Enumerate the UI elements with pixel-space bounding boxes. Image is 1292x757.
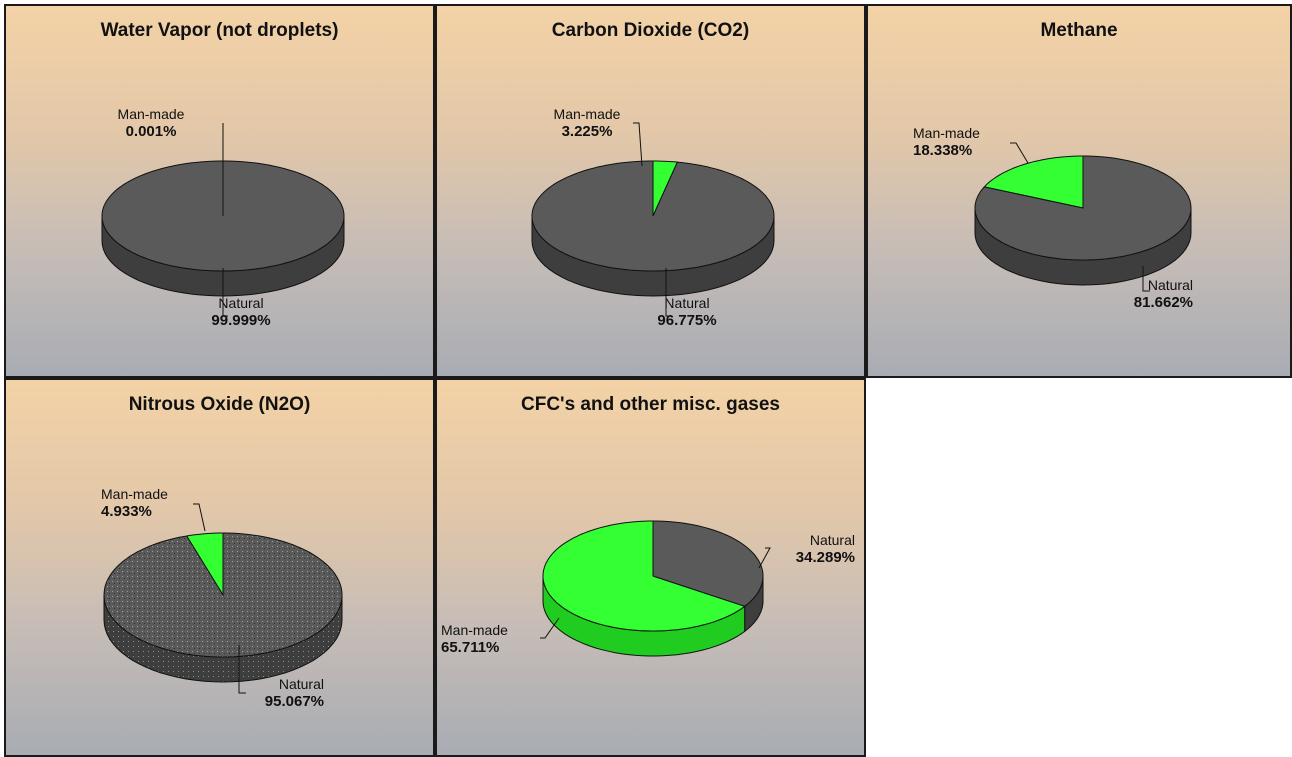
chart-title: Nitrous Oxide (N2O) [128,394,311,415]
slice-label: Natural [810,532,855,548]
slice-value-label: 3.225% [562,123,613,140]
chart-title: Carbon Dioxide (CO2) [551,20,750,41]
pie-slice-man-made [542,520,746,632]
slice-value-label: 18.338% [913,142,972,159]
slice-value-label: 65.711% [441,639,499,656]
slice-label: Natural [1148,277,1193,293]
leader-line [222,268,228,317]
pie-slice-natural [974,155,1192,261]
leader-line [1010,142,1029,164]
chart-panel-methane: Methane Man-made 18.338% Natural 81.662% [866,4,1292,378]
pie-slice-man-made [983,155,1084,209]
leader-line [665,268,671,317]
pie-slice-natural [103,532,343,658]
slice-label: Man-made [913,125,980,141]
chart-title: Methane [1040,20,1118,41]
slice-label: Natural [218,295,263,311]
slice-label: Man-made [441,622,508,638]
slice-label: Man-made [101,486,168,502]
slice-label: Man-made [118,106,185,122]
slice-value-label: 34.289% [796,549,855,566]
chart-panel-nitrous-oxide: Nitrous Oxide (N2O) Man-made 4.933% Natura… [4,378,435,757]
slice-value-label: 96.775% [657,312,716,329]
leader-line [758,547,771,569]
slice-label: Natural [279,676,324,692]
slice-value-label: 99.999% [211,312,270,329]
slice-value-label: 95.067% [265,693,324,710]
pie-slice-natural [531,160,775,272]
chart-panel-carbon-dioxide: Carbon Dioxide (CO2) Man-made 3.225% Natur… [435,4,866,378]
chart-title: Water Vapor (not droplets) [100,20,339,41]
slice-label: Man-made [554,106,621,122]
leader-line [193,503,206,532]
chart-panel-cfcs: CFC's and other misc. gases Man-made 65.7… [435,378,866,757]
slice-value-label: 0.001% [126,123,177,140]
slice-value-label: 4.933% [101,503,152,520]
pie-slice-natural [652,520,764,607]
slice-value-label: 81.662% [1134,294,1193,311]
chart-panel-water-vapor: Water Vapor (not droplets) Man-made 0.001… [4,4,435,378]
leader-line [540,617,560,639]
leader-line [1142,266,1150,292]
chart-title: CFC's and other misc. gases [521,394,780,415]
leader-line [633,122,643,167]
slice-label: Natural [664,295,709,311]
leader-line [238,645,246,694]
